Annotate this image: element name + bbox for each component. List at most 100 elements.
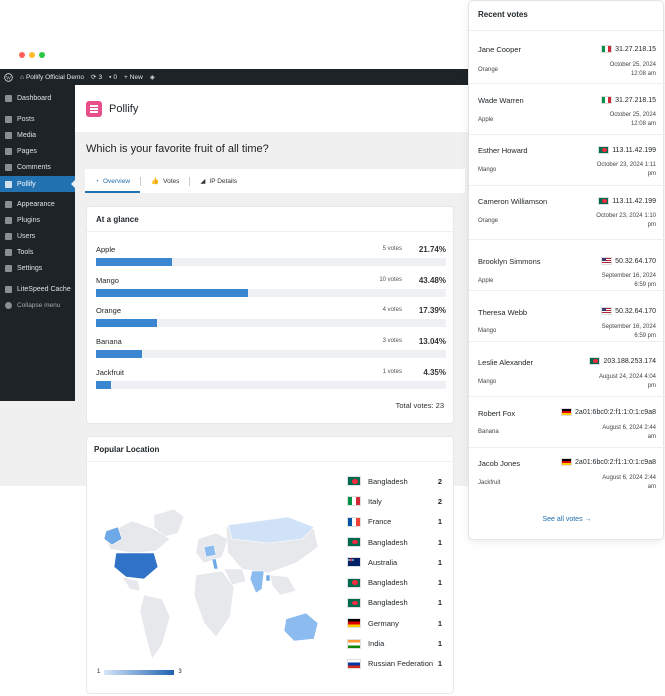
voter-name: Brooklyn Simmons bbox=[478, 257, 541, 266]
voter-name: Robert Fox bbox=[478, 409, 516, 418]
country-row: Bangladesh 2 bbox=[347, 471, 442, 491]
map-bangladesh bbox=[265, 574, 271, 582]
country-row: Germany 1 bbox=[347, 613, 442, 633]
map-italy bbox=[211, 558, 219, 570]
vote-item[interactable]: Jane Cooper Orange 31.27.218.15 October … bbox=[469, 33, 665, 84]
collapse-menu-button[interactable]: Collapse menu bbox=[0, 297, 75, 313]
vote-item[interactable]: Theresa Webb Mango 50.32.64.170 Septembe… bbox=[469, 291, 665, 342]
main-content: Pollify Which is your favorite fruit of … bbox=[75, 85, 470, 486]
maximize-dot[interactable] bbox=[39, 52, 45, 58]
progress-track bbox=[96, 381, 446, 389]
wordpress-logo-icon[interactable]: W bbox=[4, 72, 13, 82]
voted-option: Mango bbox=[478, 328, 497, 334]
flag-disc bbox=[351, 600, 359, 606]
progress-track bbox=[96, 258, 446, 266]
new-content-link[interactable]: + New bbox=[124, 73, 143, 81]
italy-flag-icon bbox=[601, 45, 613, 53]
australia-flag-icon bbox=[347, 557, 361, 568]
vote-count: 5 votes bbox=[382, 246, 402, 252]
country-row: Bangladesh 1 bbox=[347, 593, 442, 613]
updates-link[interactable]: ⟳ 3 bbox=[90, 73, 103, 82]
menu-item-users[interactable]: Users bbox=[0, 229, 75, 245]
menu-item-pages[interactable]: Pages bbox=[0, 144, 75, 160]
italy-flag-icon bbox=[601, 96, 613, 104]
tab-ip-details[interactable]: ◢ IP Details bbox=[200, 177, 238, 186]
voter-name: Jacob Jones bbox=[478, 459, 521, 468]
country-row: Bangladesh 1 bbox=[347, 532, 442, 552]
diamond-icon[interactable]: ◈ bbox=[149, 74, 155, 81]
bangladesh-flag-icon bbox=[347, 476, 361, 487]
country-name: Bangladesh bbox=[368, 476, 408, 486]
bangladesh-flag-icon bbox=[347, 537, 361, 548]
window-controls bbox=[19, 52, 45, 58]
italy-flag-icon bbox=[347, 496, 361, 507]
comments-link[interactable]: ▪ 0 bbox=[109, 73, 117, 81]
minimize-dot[interactable] bbox=[29, 52, 35, 58]
country-name: Bangladesh bbox=[368, 578, 408, 588]
admin-sidebar: Dashboard Posts Media Pages Comments Pol… bbox=[0, 85, 75, 401]
dashboard-icon bbox=[5, 94, 12, 102]
pin-icon bbox=[5, 115, 12, 123]
tab-votes[interactable]: 👍 Votes bbox=[151, 177, 180, 186]
flag-canton bbox=[602, 308, 607, 312]
menu-item-posts[interactable]: Posts bbox=[0, 111, 75, 127]
voted-option: Apple bbox=[478, 117, 494, 123]
vote-item[interactable]: Jacob Jones Jackfruit 2a01:6bc0:2:f1:1:0… bbox=[469, 448, 665, 499]
vote-date: October 23, 2024 1:10 pm bbox=[596, 213, 656, 228]
settings-icon bbox=[5, 265, 12, 273]
world-map[interactable] bbox=[92, 477, 330, 667]
menu-item-pollify[interactable]: Pollify bbox=[0, 175, 75, 193]
tab-divider bbox=[140, 176, 142, 186]
germany-flag-icon bbox=[347, 618, 361, 629]
chart-icon: ◢ bbox=[200, 178, 206, 185]
menu-item-tools[interactable]: Tools bbox=[0, 245, 75, 261]
voted-option: Orange bbox=[478, 218, 499, 224]
voter-name: Esther Howard bbox=[478, 146, 528, 155]
menu-item-plugins[interactable]: Plugins bbox=[0, 212, 75, 228]
menu-item-media[interactable]: Media bbox=[0, 127, 75, 143]
progress-fill bbox=[96, 319, 157, 327]
progress-track bbox=[96, 319, 446, 327]
plus-icon: + bbox=[124, 73, 128, 81]
vote-percent: 17.39% bbox=[418, 306, 446, 315]
vote-date: August 6, 2024 2:44 am bbox=[602, 425, 656, 440]
country-count: 2 bbox=[437, 496, 442, 506]
vote-item[interactable]: Cameron Williamson Orange 113.11.42.199 … bbox=[469, 186, 665, 240]
flag-disc bbox=[593, 359, 599, 363]
close-dot[interactable] bbox=[19, 52, 25, 58]
map-legend: 1 3 bbox=[97, 669, 182, 675]
country-row: Russian Federation 1 bbox=[347, 654, 442, 674]
vote-date: September 16, 2024 6:59 pm bbox=[601, 324, 656, 339]
vote-item[interactable]: Robert Fox Banana 2a01:6bc0:2:f1:1:0:1:c… bbox=[469, 397, 665, 448]
litespeed-icon bbox=[5, 285, 12, 293]
country-count: 1 bbox=[437, 598, 442, 608]
tab-overview[interactable]: ◔ Overview bbox=[85, 169, 141, 193]
menu-item-appearance[interactable]: Appearance bbox=[0, 196, 75, 212]
pollify-icon bbox=[5, 180, 12, 188]
voter-name: Wade Warren bbox=[478, 96, 524, 105]
media-icon bbox=[5, 131, 12, 139]
vote-item[interactable]: Leslie Alexander Mango 203.188.253.174 A… bbox=[469, 342, 665, 397]
voted-option: Orange bbox=[478, 67, 499, 73]
vote-item[interactable]: Wade Warren Apple 31.27.218.15 October 2… bbox=[469, 84, 665, 135]
vote-item[interactable]: Brooklyn Simmons Apple 50.32.64.170 Sept… bbox=[469, 240, 665, 291]
see-all-votes-link[interactable]: See all votes → bbox=[542, 516, 592, 523]
vote-item[interactable]: Esther Howard Mango 113.11.42.199 Octobe… bbox=[469, 135, 665, 186]
refresh-icon: ⟳ bbox=[90, 74, 97, 81]
bangladesh-flag-icon bbox=[598, 197, 610, 205]
option-label: Jackfruit bbox=[96, 368, 124, 377]
map-greenland bbox=[153, 508, 185, 538]
menu-item-litespeed[interactable]: LiteSpeed Cache bbox=[0, 281, 75, 297]
menu-item-dashboard[interactable]: Dashboard bbox=[0, 90, 75, 106]
voted-option: Mango bbox=[478, 379, 497, 385]
tab-divider bbox=[189, 176, 191, 186]
menu-item-comments[interactable]: Comments bbox=[0, 160, 75, 176]
map-india bbox=[249, 570, 265, 594]
svg-text:W: W bbox=[6, 75, 12, 81]
voter-name: Leslie Alexander bbox=[478, 358, 534, 367]
country-count: 1 bbox=[437, 639, 442, 649]
france-flag-icon bbox=[347, 516, 361, 527]
site-name-link[interactable]: ⌂ Pollify Official Demo bbox=[20, 73, 84, 81]
menu-item-settings[interactable]: Settings bbox=[0, 261, 75, 277]
country-row: India 1 bbox=[347, 633, 442, 653]
